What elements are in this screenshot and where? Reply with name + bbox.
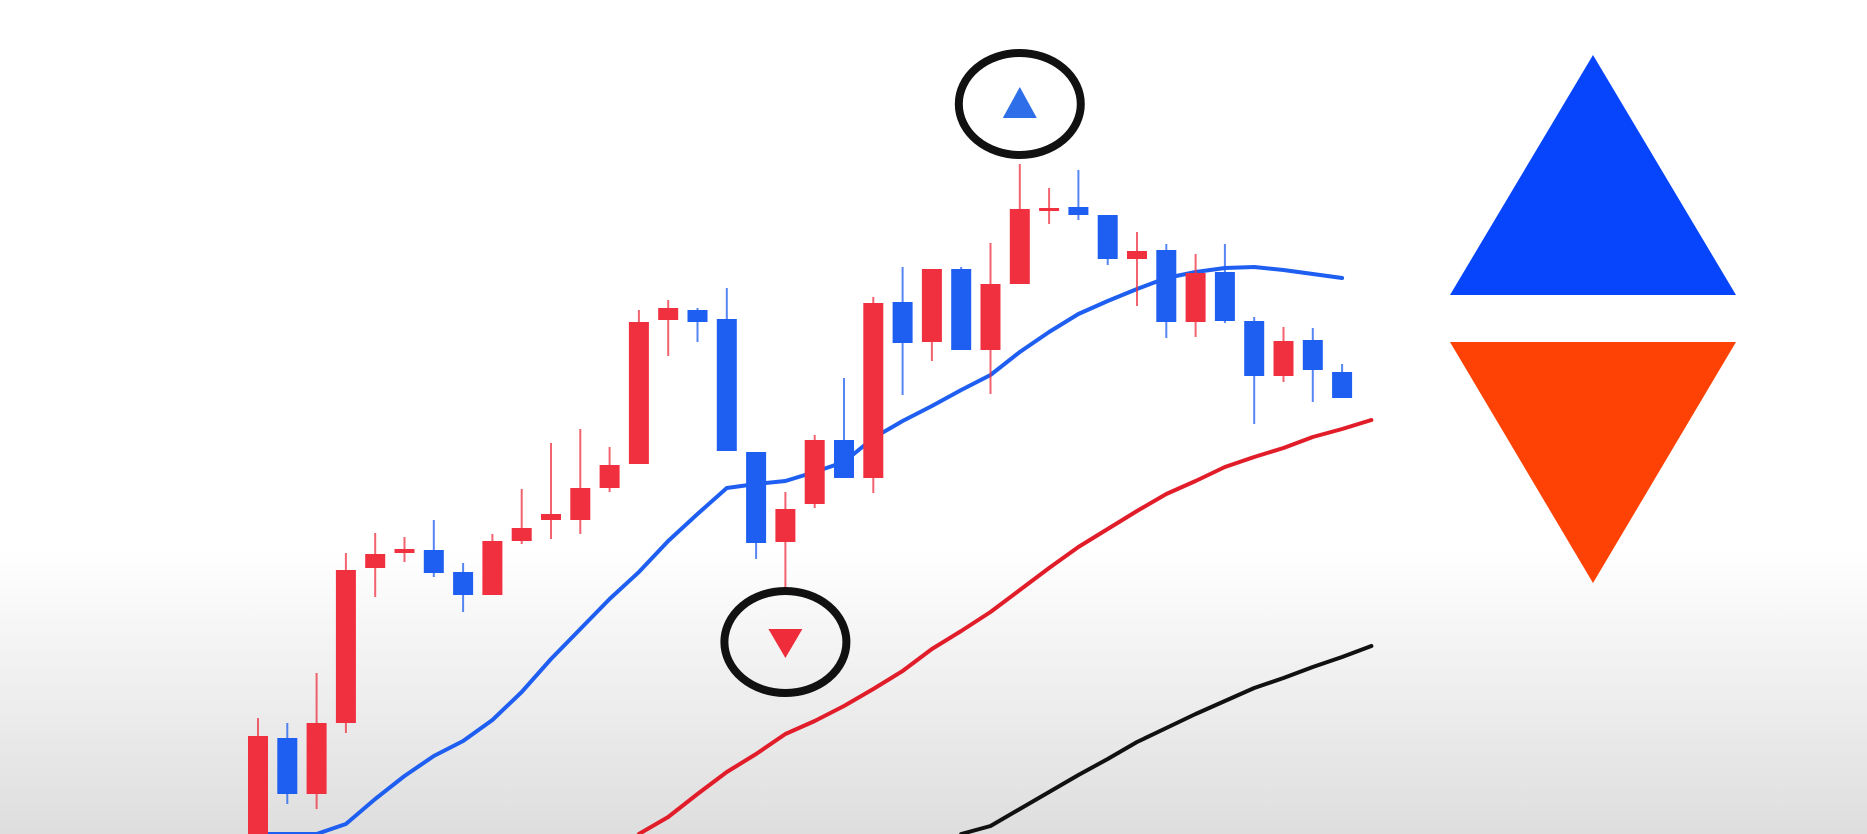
candle-body <box>482 541 503 595</box>
candle <box>570 429 591 534</box>
candle <box>1244 317 1265 424</box>
sell-signal-marker <box>720 587 851 697</box>
candle <box>951 267 972 350</box>
candle <box>804 435 825 508</box>
candle-body <box>804 440 825 504</box>
candle-body <box>1009 209 1030 284</box>
candle-body <box>921 269 942 342</box>
candle <box>1097 215 1118 265</box>
candle-body <box>1185 273 1206 322</box>
candle <box>423 520 444 577</box>
candle-body <box>365 554 386 568</box>
brand-logo <box>1450 55 1736 583</box>
moving-average-slow <box>959 644 1374 834</box>
candle-body <box>951 269 972 350</box>
candle-body <box>394 549 415 553</box>
candle <box>482 534 503 595</box>
candle-body <box>1273 341 1294 376</box>
candle <box>1302 328 1323 402</box>
candle <box>834 378 854 478</box>
candle <box>1214 244 1235 323</box>
candle-body <box>687 310 708 322</box>
candle-body <box>834 440 854 478</box>
candle <box>394 537 415 562</box>
candle <box>658 300 679 356</box>
candle-body <box>980 284 1001 350</box>
logo-triangle-up-icon <box>1450 55 1736 295</box>
candle <box>541 443 561 539</box>
candle <box>453 563 474 612</box>
candle-body <box>248 736 268 834</box>
candle <box>863 297 884 493</box>
candle <box>306 673 327 809</box>
buy-signal-marker <box>954 49 1085 159</box>
candle <box>1068 170 1089 220</box>
candle <box>980 243 1001 394</box>
candle-body <box>716 319 737 451</box>
candle <box>248 718 268 834</box>
candle <box>716 288 737 451</box>
candle <box>1156 244 1177 338</box>
candle <box>892 267 913 395</box>
candle <box>1185 254 1206 337</box>
candle-body <box>541 514 561 520</box>
candle <box>1009 164 1030 284</box>
candle <box>687 308 708 342</box>
marker-circle <box>720 587 851 697</box>
candle-body <box>746 452 767 543</box>
candle <box>1273 327 1294 382</box>
candle-body <box>1214 272 1235 321</box>
candlestick-chart <box>248 49 1374 834</box>
candle-body <box>570 488 591 520</box>
candle-body <box>453 572 474 595</box>
marker-circle <box>954 49 1085 159</box>
candle <box>1332 364 1353 398</box>
candle-body <box>1039 208 1060 211</box>
candle-body <box>1127 251 1147 259</box>
candle <box>511 489 532 544</box>
candle-body <box>775 509 796 542</box>
moving-average-fast <box>256 265 1345 834</box>
candle <box>746 452 767 559</box>
candle-body <box>1068 207 1089 215</box>
candle-body <box>658 308 679 320</box>
candle <box>599 447 620 492</box>
candle-body <box>599 465 620 488</box>
logo-triangle-down-icon <box>1450 342 1736 583</box>
candle <box>277 723 298 804</box>
candle <box>1127 232 1147 306</box>
candle <box>1039 188 1060 224</box>
candle <box>335 553 356 733</box>
candle-body <box>1302 340 1323 370</box>
candle-body <box>511 528 532 541</box>
candle-body <box>628 322 649 464</box>
candle-body <box>277 738 298 794</box>
triangle-down-icon <box>768 629 803 658</box>
candle <box>365 533 386 597</box>
candle-body <box>1156 250 1177 322</box>
candle <box>921 269 942 361</box>
triangle-up-icon <box>1002 87 1037 118</box>
candle-body <box>892 302 913 343</box>
moving-average-mid <box>636 418 1374 834</box>
candle-body <box>1332 372 1353 398</box>
candle <box>628 310 649 464</box>
candle-body <box>863 303 884 478</box>
candle-body <box>306 723 327 794</box>
candle-body <box>335 570 356 723</box>
candle <box>775 492 796 594</box>
candle-body <box>1244 321 1265 376</box>
candle-body <box>423 550 444 573</box>
candle-body <box>1097 215 1118 259</box>
